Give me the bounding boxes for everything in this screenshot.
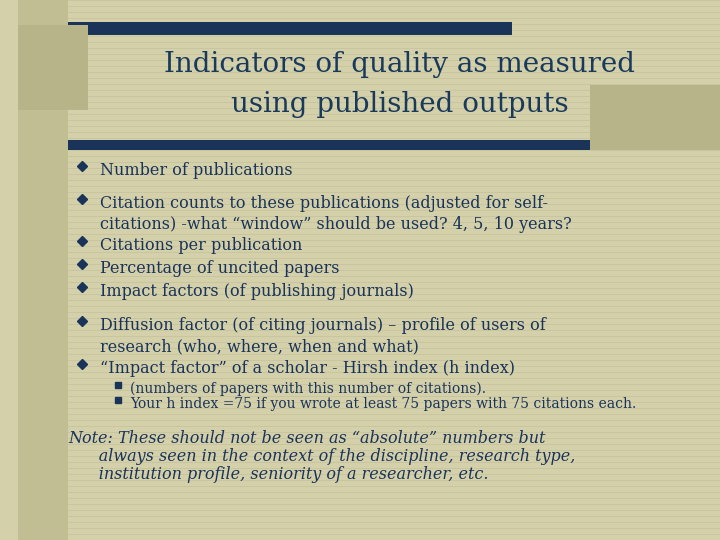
Text: Indicators of quality as measured: Indicators of quality as measured (164, 51, 636, 78)
Text: always seen in the context of the discipline, research type,: always seen in the context of the discip… (68, 448, 575, 465)
Text: Your h index =75 if you wrote at least 75 papers with 75 citations each.: Your h index =75 if you wrote at least 7… (130, 397, 636, 411)
Text: “Impact factor” of a scholar - Hirsh index (h index): “Impact factor” of a scholar - Hirsh ind… (100, 360, 515, 377)
Bar (18, 25, 88, 110)
Text: Percentage of uncited papers: Percentage of uncited papers (100, 260, 340, 277)
Text: Number of publications: Number of publications (100, 162, 292, 179)
Bar (18, 0, 68, 540)
Bar (0, 0, 18, 540)
Text: (numbers of papers with this number of citations).: (numbers of papers with this number of c… (130, 382, 486, 396)
Text: Impact factors (of publishing journals): Impact factors (of publishing journals) (100, 283, 414, 300)
Bar (590, 85, 720, 150)
Bar (68, 140, 652, 150)
Text: Note: These should not be seen as “absolute” numbers but: Note: These should not be seen as “absol… (68, 430, 545, 447)
Text: institution profile, seniority of a researcher, etc.: institution profile, seniority of a rese… (68, 466, 488, 483)
Text: using published outputs: using published outputs (231, 91, 569, 118)
Bar (68, 22, 512, 35)
Text: Diffusion factor (of citing journals) – profile of users of
research (who, where: Diffusion factor (of citing journals) – … (100, 317, 546, 355)
Text: Citations per publication: Citations per publication (100, 237, 302, 254)
Text: Citation counts to these publications (adjusted for self-
citations) -what “wind: Citation counts to these publications (a… (100, 195, 572, 233)
